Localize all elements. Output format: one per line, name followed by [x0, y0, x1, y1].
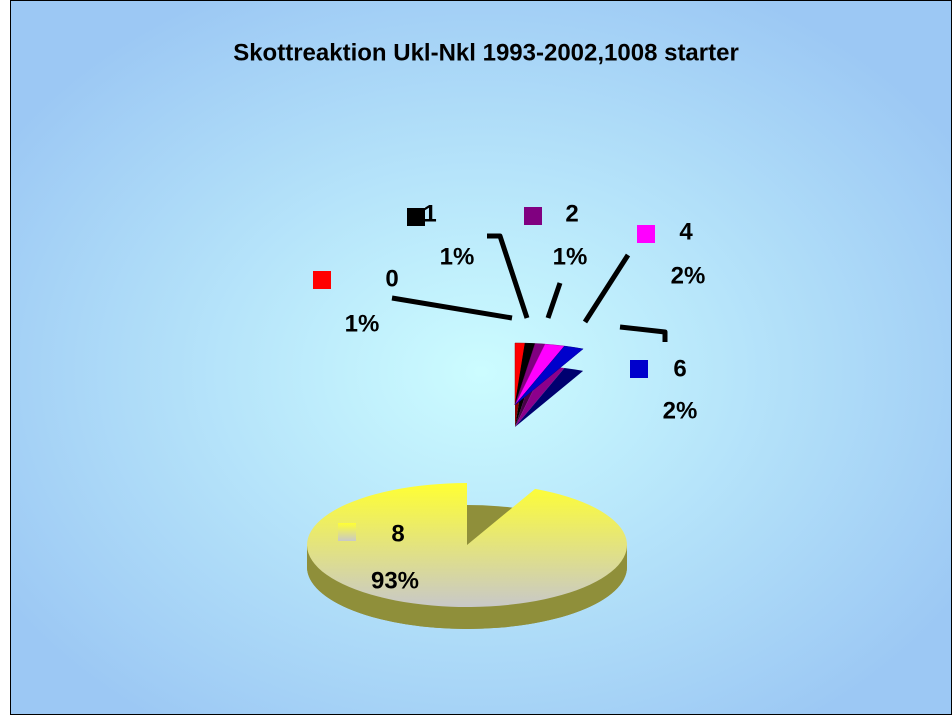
data-label-value: 1%	[440, 243, 475, 270]
legend-swatch	[313, 271, 331, 289]
slice-side	[515, 368, 584, 427]
chart-title: Skottreaktion Ukl-Nkl 1993-2002,1008 sta…	[233, 39, 739, 66]
data-label-name: 2	[565, 200, 578, 227]
data-label-name: 8	[391, 520, 404, 547]
data-label-name: 0	[385, 265, 398, 292]
data-label-value: 2%	[671, 262, 706, 289]
data-label-value: 93%	[371, 567, 419, 594]
data-label-value: 2%	[663, 397, 698, 424]
legend-swatch	[630, 360, 648, 378]
legend-swatch	[524, 207, 542, 225]
pie-slice	[514, 345, 584, 406]
data-label-value: 1%	[345, 310, 380, 337]
pie-slice	[307, 483, 628, 607]
data-label-name: 4	[679, 218, 693, 245]
leader-line	[545, 282, 563, 319]
legend-swatch	[637, 225, 655, 243]
data-label-value: 1%	[553, 243, 588, 270]
leader-line	[582, 253, 631, 324]
leader-line	[619, 324, 668, 342]
data-label-name: 1	[423, 200, 436, 227]
data-label-name: 6	[673, 355, 686, 382]
leader-line	[391, 295, 513, 321]
legend-swatch	[338, 523, 356, 541]
legend-swatch	[407, 208, 425, 226]
slice-side	[515, 366, 565, 427]
leader-line	[487, 233, 530, 319]
